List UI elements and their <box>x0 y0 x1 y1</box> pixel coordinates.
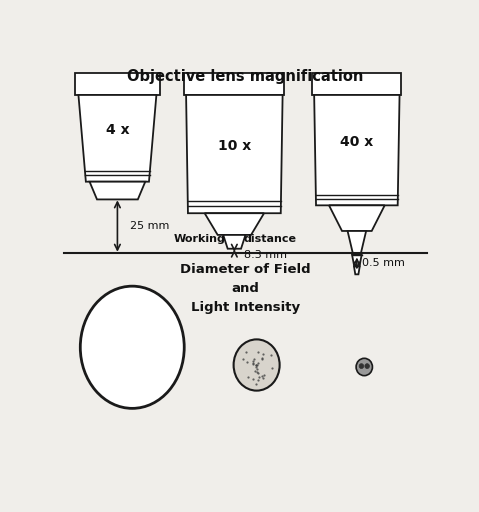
Polygon shape <box>348 231 366 254</box>
Polygon shape <box>354 266 360 274</box>
Bar <box>312 73 401 95</box>
Text: 0.5 mm: 0.5 mm <box>363 259 405 268</box>
Text: Objective lens magnification: Objective lens magnification <box>127 69 364 84</box>
Ellipse shape <box>234 339 280 391</box>
Polygon shape <box>90 182 145 200</box>
Bar <box>75 73 160 95</box>
Polygon shape <box>329 205 385 231</box>
Polygon shape <box>223 235 245 249</box>
Text: 8.3 mm: 8.3 mm <box>244 250 286 260</box>
Text: Diameter of Field
and
Light Intensity: Diameter of Field and Light Intensity <box>180 263 311 313</box>
Ellipse shape <box>80 286 184 409</box>
Ellipse shape <box>356 358 373 376</box>
Text: distance: distance <box>244 234 297 244</box>
Text: 4 x: 4 x <box>105 123 129 137</box>
Text: 25 mm: 25 mm <box>130 221 170 231</box>
Polygon shape <box>205 213 264 235</box>
Text: 10 x: 10 x <box>218 139 251 153</box>
Circle shape <box>365 364 369 369</box>
Polygon shape <box>314 95 399 205</box>
Circle shape <box>359 364 364 369</box>
Polygon shape <box>352 254 362 266</box>
Bar <box>184 73 285 95</box>
Text: Working: Working <box>173 234 225 244</box>
Polygon shape <box>186 95 283 213</box>
Text: 40 x: 40 x <box>340 135 374 150</box>
Polygon shape <box>79 95 156 182</box>
